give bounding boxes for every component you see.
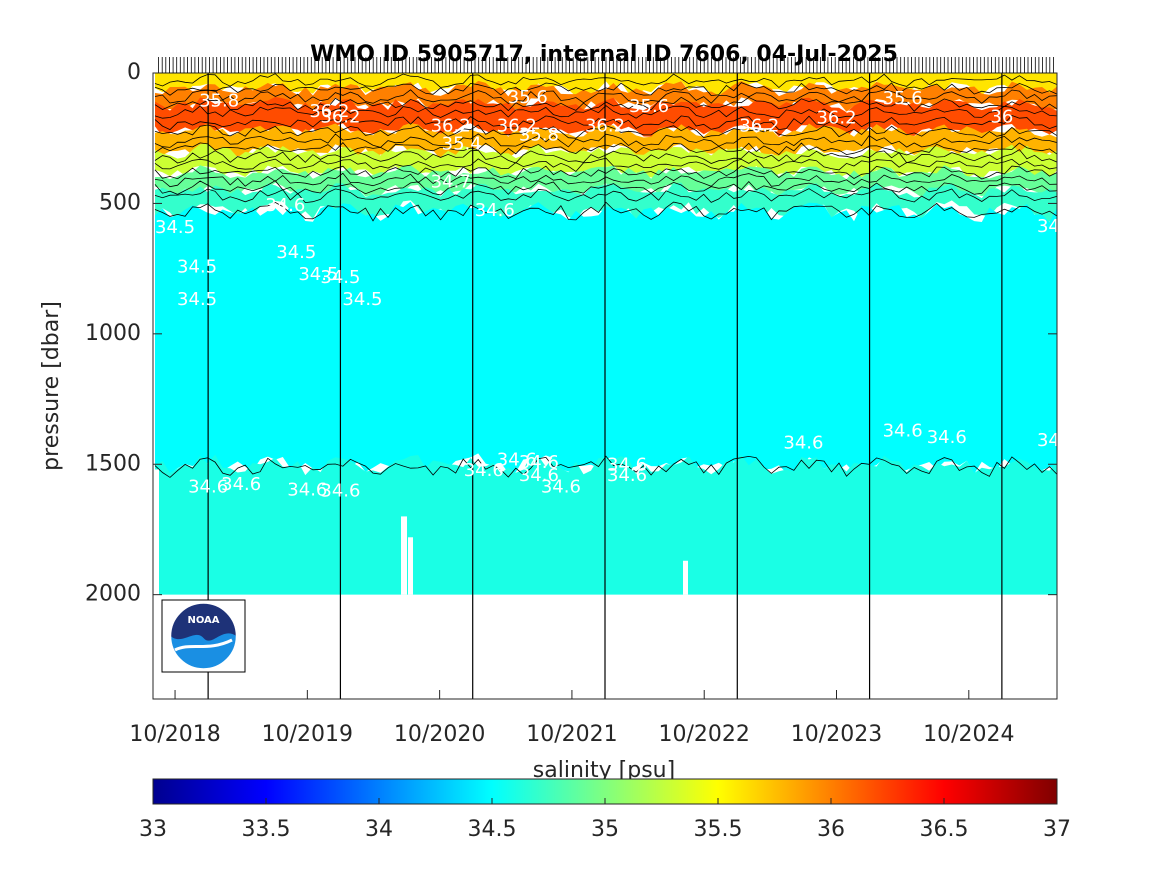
chart-title: WMO ID 5905717, internal ID 7606, 04-Jul… bbox=[310, 42, 898, 67]
contour-label: 34.5 bbox=[155, 217, 195, 238]
contour-label: 34.6 bbox=[287, 479, 327, 500]
contour-line bbox=[154, 89, 1057, 104]
x-tick-label: 10/2020 bbox=[394, 722, 485, 747]
contour-label: 34.6 bbox=[519, 465, 559, 486]
contour-label: 36 bbox=[990, 106, 1013, 127]
contour-label: 34.6 bbox=[320, 481, 360, 502]
colorbar-tick-label: 33.5 bbox=[242, 817, 291, 842]
data-gap bbox=[401, 516, 407, 595]
y-tick-label: 0 bbox=[127, 60, 141, 85]
contour-line bbox=[154, 157, 1057, 173]
contour-label: 34.6 bbox=[188, 477, 228, 498]
plot-frame bbox=[152, 72, 1058, 700]
contour-label: 34.5 bbox=[276, 242, 316, 263]
x-tick-label: 10/2024 bbox=[923, 722, 1014, 747]
data-gap bbox=[408, 537, 413, 595]
colorbar-ticks: 33 33.5 34 34.5 35 35.5 36 36.5 37 bbox=[139, 798, 1071, 842]
contour-line bbox=[154, 115, 1057, 131]
contour-label: 34.6 bbox=[607, 465, 647, 486]
salinity-layer bbox=[155, 165, 1057, 198]
contour-line bbox=[154, 165, 1057, 180]
colorbar-tick-label: 35 bbox=[591, 817, 619, 842]
contour-label: 36.2 bbox=[320, 106, 360, 127]
contour-line bbox=[154, 105, 1057, 119]
contour-label: 34.6 bbox=[464, 460, 504, 481]
contour-line bbox=[154, 124, 1057, 139]
contour-label: 34.6 bbox=[497, 449, 537, 470]
contour-label: 34.7 bbox=[431, 172, 471, 193]
x-tick-label: 10/2022 bbox=[659, 722, 750, 747]
contour-label: 34.6 bbox=[1037, 216, 1077, 237]
colorbar-tick-label: 34.5 bbox=[468, 817, 517, 842]
contour-label: 34.5 bbox=[320, 267, 360, 288]
contour-label: 34.6 bbox=[221, 474, 261, 495]
x-tick-label: 10/2023 bbox=[791, 722, 882, 747]
contour-label: 34.5 bbox=[177, 289, 217, 310]
contour-label: 36.2 bbox=[816, 108, 856, 129]
y-axis: 0 500 1000 1500 2000 bbox=[85, 60, 1057, 607]
contour-line bbox=[154, 180, 1057, 196]
contour-line bbox=[154, 96, 1057, 112]
x-tick-label: 10/2018 bbox=[129, 722, 220, 747]
contour-label: 34.6 bbox=[265, 195, 305, 216]
x-axis: 10/2018 10/2019 10/2020 10/2021 10/2022 10/20… bbox=[129, 690, 1015, 747]
contour-line bbox=[154, 73, 1057, 89]
colorbar-tick-label: 35.5 bbox=[694, 817, 743, 842]
salinity-layer bbox=[155, 454, 1057, 595]
contour-label: 35.6 bbox=[508, 87, 548, 108]
profile-ticks bbox=[158, 57, 1054, 73]
x-tick-label: 10/2019 bbox=[262, 722, 353, 747]
contour-label: 35.6 bbox=[883, 88, 923, 109]
salinity-layer bbox=[155, 73, 1057, 97]
colorbar-tick-label: 36.5 bbox=[920, 817, 969, 842]
colorbar-tick-label: 34 bbox=[365, 817, 393, 842]
y-tick-label: 1500 bbox=[85, 451, 141, 476]
salinity-layer bbox=[155, 96, 1057, 138]
y-tick-label: 2000 bbox=[85, 582, 141, 607]
salinity-layer bbox=[155, 201, 1057, 474]
salinity-layer bbox=[155, 143, 1057, 180]
contour-label: 36.2 bbox=[431, 115, 471, 136]
contour-label: 34.6 bbox=[883, 421, 923, 442]
contour-label: 34.6 bbox=[1037, 430, 1077, 451]
contour-label: 36.2 bbox=[497, 115, 537, 136]
x-tick-label: 10/2021 bbox=[526, 722, 617, 747]
contour-label: 35.8 bbox=[199, 91, 239, 112]
colorbar-tick-label: 37 bbox=[1043, 817, 1071, 842]
salinity-layer bbox=[155, 123, 1057, 160]
y-tick-label: 1000 bbox=[85, 321, 141, 346]
contour-label: 34.5 bbox=[342, 289, 382, 310]
contour-label: 34.6 bbox=[475, 200, 515, 221]
data-gap bbox=[683, 560, 688, 595]
contour-label: 34.5 bbox=[177, 256, 217, 277]
colorbar-tick-label: 33 bbox=[139, 817, 167, 842]
y-tick-label: 500 bbox=[99, 190, 141, 215]
contour-label: 36.2 bbox=[739, 115, 779, 136]
contour-label: 34.6 bbox=[519, 452, 559, 473]
contour-label: 34.6 bbox=[541, 477, 581, 498]
contour-label: 35.6 bbox=[629, 96, 669, 117]
contour-label: 34.6 bbox=[607, 455, 647, 476]
contour-line bbox=[154, 455, 1057, 478]
contour-line bbox=[154, 82, 1057, 97]
contour-line bbox=[154, 201, 1057, 222]
data-gap bbox=[153, 469, 159, 595]
contour-label: 34.6 bbox=[927, 427, 967, 448]
contour-label: 35.4 bbox=[442, 134, 482, 155]
contour-label: 36.2 bbox=[309, 101, 349, 122]
contour-line bbox=[154, 142, 1057, 156]
contour-label: 35.8 bbox=[519, 125, 559, 146]
svg-text:NOAA: NOAA bbox=[187, 615, 219, 626]
contour-line bbox=[154, 188, 1057, 204]
noaa-logo: NOAA bbox=[161, 599, 246, 673]
y-axis-label: pressure [dbar] bbox=[39, 301, 64, 471]
contour-line bbox=[154, 133, 1057, 148]
plot-area: 35.8 36.236.2 36.235.436.235.835.6 35.636.2… bbox=[153, 73, 1077, 699]
contour-label: 36.2 bbox=[585, 115, 625, 136]
contour-label: 34.6 bbox=[783, 432, 823, 453]
contour-label: 34.5 bbox=[298, 264, 338, 285]
colorbar-tick-label: 36 bbox=[817, 817, 845, 842]
contour-line bbox=[154, 172, 1057, 188]
